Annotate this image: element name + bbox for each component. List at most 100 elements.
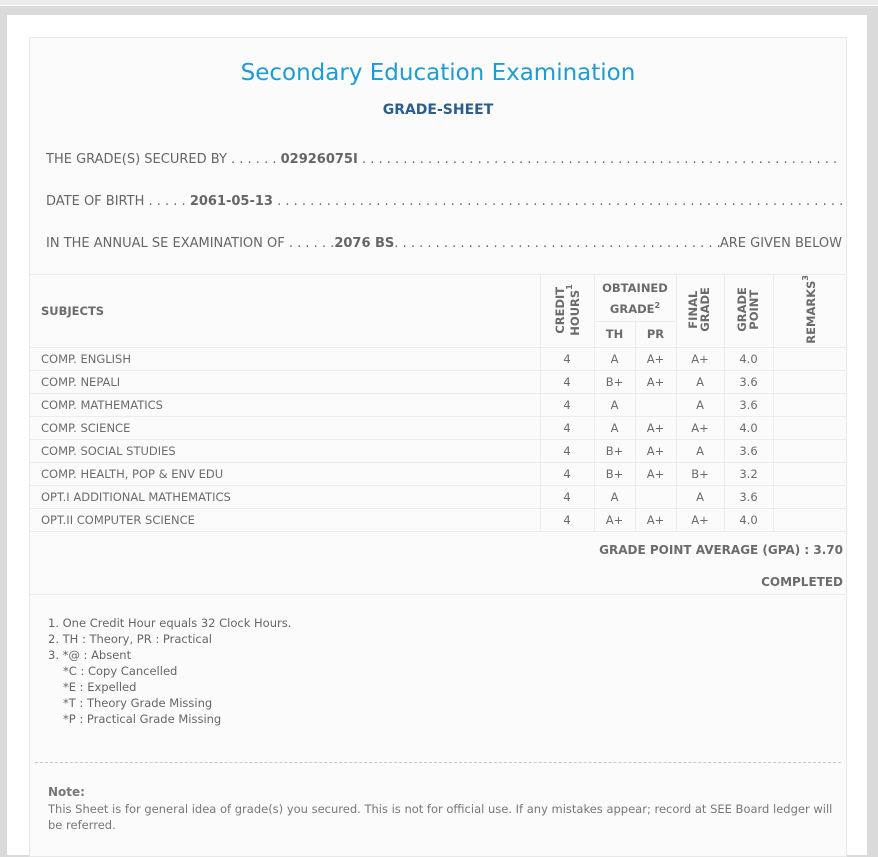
cell-subject: COMP. MATHEMATICS	[30, 392, 541, 417]
table-row: COMP. SCIENCE 4 A A+ A+ 4.0	[30, 415, 846, 440]
cell-final: A	[675, 484, 725, 509]
note-heading: Note:	[48, 785, 85, 799]
note-item: *T : Theory Grade Missing	[63, 696, 213, 710]
cell-remarks	[772, 484, 846, 509]
note-item: *C : Copy Cancelled	[63, 664, 178, 678]
cell-point: 3.6	[723, 438, 774, 463]
table-row: COMP. ENGLISH 4 A A+ A+ 4.0	[30, 346, 846, 371]
cell-credit: 4	[539, 346, 595, 371]
cell-pr: A+	[634, 346, 677, 371]
cell-pr	[634, 484, 677, 509]
cell-th: A	[593, 392, 636, 417]
cell-th: A	[593, 484, 636, 509]
page-title: Secondary Education Examination	[240, 60, 636, 86]
cell-remarks	[772, 346, 846, 371]
note-item: *P : Practical Grade Missing	[63, 712, 222, 726]
browser-strip	[0, 0, 878, 6]
header-obtained-grade: OBTAINED GRADE2	[593, 274, 677, 322]
cell-subject: COMP. HEALTH, POP & ENV EDU	[30, 461, 541, 486]
page-card: Secondary Education Examination GRADE-SH…	[7, 15, 867, 857]
divider	[30, 594, 846, 595]
cell-subject: COMP. NEPALI	[30, 369, 541, 394]
cell-final: A	[675, 369, 725, 394]
cell-remarks	[772, 392, 846, 417]
cell-credit: 4	[539, 415, 595, 440]
cell-subject: OPT.I ADDITIONAL MATHEMATICS	[30, 484, 541, 509]
cell-th: A+	[593, 507, 636, 532]
cell-point: 4.0	[723, 346, 774, 371]
note-text: This Sheet is for general idea of grade(…	[48, 802, 833, 832]
note-item: 2. TH : Theory, PR : Practical	[48, 632, 212, 646]
cell-credit: 4	[539, 484, 595, 509]
cell-th: B+	[593, 461, 636, 486]
gpa-value: 3.70	[813, 543, 843, 557]
table-row: OPT.I ADDITIONAL MATHEMATICS 4 A A 3.6	[30, 484, 846, 509]
cell-pr: A+	[634, 461, 677, 486]
cell-pr: A+	[634, 438, 677, 463]
header-subjects: SUBJECTS	[30, 274, 541, 348]
dob-line: DATE OF BIRTH . . . . . 2061-05-13 . . .…	[46, 194, 842, 209]
cell-final: B+	[675, 461, 725, 486]
cell-point: 3.6	[723, 484, 774, 509]
header-grade-point: GRADE POINT	[723, 274, 774, 348]
cell-th: B+	[593, 369, 636, 394]
dashed-divider	[35, 762, 841, 763]
grades-table: SUBJECTS CREDIT HOURS1 OBTAINED GRADE2 F…	[30, 274, 846, 532]
cell-pr: A+	[634, 507, 677, 532]
cell-point: 3.2	[723, 461, 774, 486]
exam-year: 2076 BS	[334, 236, 395, 251]
result-status: COMPLETED	[761, 575, 843, 589]
grade-sheet: Secondary Education Examination GRADE-SH…	[29, 37, 847, 857]
cell-point: 4.0	[723, 507, 774, 532]
header-pr: PR	[634, 320, 676, 348]
date-of-birth: 2061-05-13	[189, 194, 273, 209]
cell-credit: 4	[539, 392, 595, 417]
cell-point: 4.0	[723, 415, 774, 440]
header-credit-hours: CREDIT HOURS1	[539, 274, 595, 348]
symbol-line: THE GRADE(S) SECURED BY . . . . . . 0292…	[46, 152, 842, 167]
cell-subject: COMP. SOCIAL STUDIES	[30, 438, 541, 463]
table-row: COMP. HEALTH, POP & ENV EDU 4 B+ A+ B+ 3.2	[30, 461, 846, 486]
cell-th: A	[593, 415, 636, 440]
exam-line: IN THE ANNUAL SE EXAMINATION OF . . . . …	[46, 236, 842, 251]
table-row: COMP. SOCIAL STUDIES 4 B+ A+ A 3.6	[30, 438, 846, 463]
cell-subject: OPT.II COMPUTER SCIENCE	[30, 507, 541, 532]
cell-credit: 4	[539, 507, 595, 532]
header-final-grade: FINAL GRADE	[675, 274, 725, 348]
cell-final: A	[675, 438, 725, 463]
table-row: OPT.II COMPUTER SCIENCE 4 A+ A+ A+ 4.0	[30, 507, 846, 532]
cell-remarks	[772, 369, 846, 394]
cell-point: 3.6	[723, 369, 774, 394]
cell-remarks	[772, 507, 846, 532]
gpa: GRADE POINT AVERAGE (GPA) : 3.70	[599, 543, 843, 557]
note-item: *E : Expelled	[63, 680, 137, 694]
table-row: COMP. NEPALI 4 B+ A+ A 3.6	[30, 369, 846, 394]
cell-remarks	[772, 438, 846, 463]
cell-pr: A+	[634, 415, 677, 440]
cell-credit: 4	[539, 461, 595, 486]
scrollbar[interactable]	[867, 15, 878, 845]
note-item: 1. One Credit Hour equals 32 Clock Hours…	[48, 616, 292, 630]
cell-th: B+	[593, 438, 636, 463]
cell-remarks	[772, 415, 846, 440]
cell-final: A+	[675, 507, 725, 532]
cell-final: A+	[675, 346, 725, 371]
cell-pr	[634, 392, 677, 417]
page-subtitle: GRADE-SHEET	[382, 102, 494, 118]
cell-subject: COMP. SCIENCE	[30, 415, 541, 440]
cell-final: A+	[675, 415, 725, 440]
cell-th: A	[593, 346, 636, 371]
symbol-number: 02926075I	[280, 152, 358, 167]
cell-credit: 4	[539, 369, 595, 394]
note-item: 3. *@ : Absent	[48, 648, 132, 662]
table-row: COMP. MATHEMATICS 4 A A 3.6	[30, 392, 846, 417]
cell-subject: COMP. ENGLISH	[30, 346, 541, 371]
header-remarks: REMARKS3	[772, 274, 846, 348]
legend-notes: 1. One Credit Hour equals 32 Clock Hours…	[48, 615, 291, 727]
cell-final: A	[675, 392, 725, 417]
cell-point: 3.6	[723, 392, 774, 417]
cell-credit: 4	[539, 438, 595, 463]
header-th: TH	[593, 320, 636, 348]
cell-pr: A+	[634, 369, 677, 394]
cell-remarks	[772, 461, 846, 486]
